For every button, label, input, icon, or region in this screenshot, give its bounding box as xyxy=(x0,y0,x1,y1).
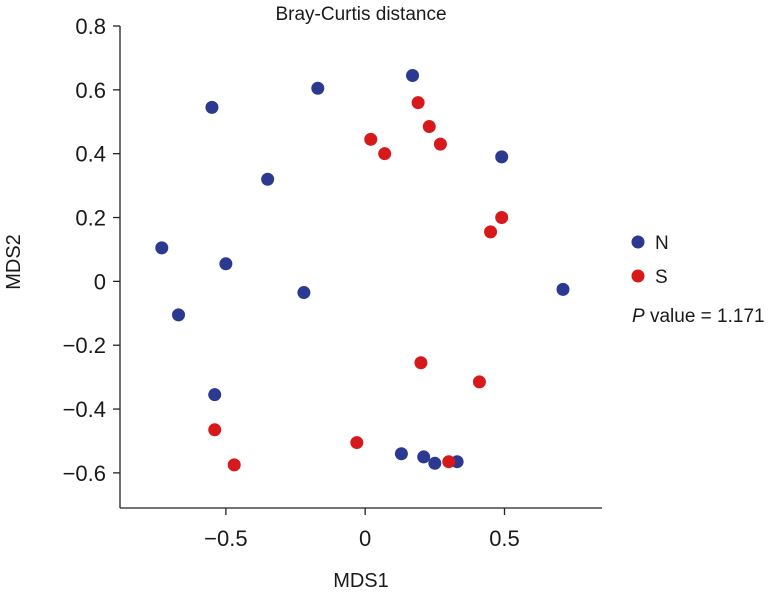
point-n xyxy=(394,447,408,461)
point-s xyxy=(442,455,456,469)
point-n xyxy=(495,150,509,164)
point-s xyxy=(484,225,498,239)
legend-marker-n xyxy=(631,235,645,249)
point-n xyxy=(172,308,186,322)
x-tick-label: −0.5 xyxy=(204,526,247,551)
y-tick-label: −0.6 xyxy=(63,461,106,486)
point-n xyxy=(311,81,325,95)
point-s xyxy=(411,96,425,110)
point-s xyxy=(227,458,241,472)
point-s xyxy=(472,375,486,389)
point-n xyxy=(428,456,442,470)
y-tick-label: 0 xyxy=(94,269,106,294)
point-n xyxy=(208,388,222,402)
point-n xyxy=(155,241,169,255)
point-s xyxy=(364,132,378,146)
y-axis-label: MDS2 xyxy=(3,234,25,290)
point-n xyxy=(556,282,570,296)
axes: 0.8 0.6 0.4 0.2 0 −0.2 −0.4 −0.6 −0.5 0 0.5 xyxy=(63,14,602,551)
point-s xyxy=(433,137,447,151)
legend: NS xyxy=(631,233,669,288)
point-s xyxy=(414,356,428,370)
data-points xyxy=(155,68,570,472)
y-tick-label: −0.2 xyxy=(63,333,106,358)
y-tick-label: 0.4 xyxy=(75,142,106,167)
p-value-italic-p: P xyxy=(632,306,645,327)
point-n xyxy=(297,286,311,300)
y-tick-label: −0.4 xyxy=(63,397,106,422)
point-n xyxy=(406,68,420,82)
p-value-annotation: P value = 1.171 xyxy=(632,306,765,327)
x-tick-label: 0.5 xyxy=(489,526,520,551)
legend-label-n: N xyxy=(655,233,669,254)
y-tick-label: 0.6 xyxy=(75,78,106,103)
point-s xyxy=(422,120,436,134)
legend-label-s: S xyxy=(655,267,668,288)
y-tick-label: 0.2 xyxy=(75,206,106,231)
point-n xyxy=(219,257,233,271)
point-n xyxy=(205,100,219,114)
x-tick-label: 0 xyxy=(359,526,371,551)
point-s xyxy=(495,211,509,225)
point-s xyxy=(208,423,222,437)
point-s xyxy=(350,436,364,450)
point-n xyxy=(261,172,275,186)
x-axis-label: MDS1 xyxy=(333,570,389,592)
chart-title: Bray-Curtis distance xyxy=(275,4,446,25)
p-value-text: value = 1.171 xyxy=(645,306,765,327)
y-tick-label: 0.8 xyxy=(75,14,106,39)
point-s xyxy=(378,147,392,161)
point-n xyxy=(417,450,431,464)
legend-marker-s xyxy=(631,269,645,283)
